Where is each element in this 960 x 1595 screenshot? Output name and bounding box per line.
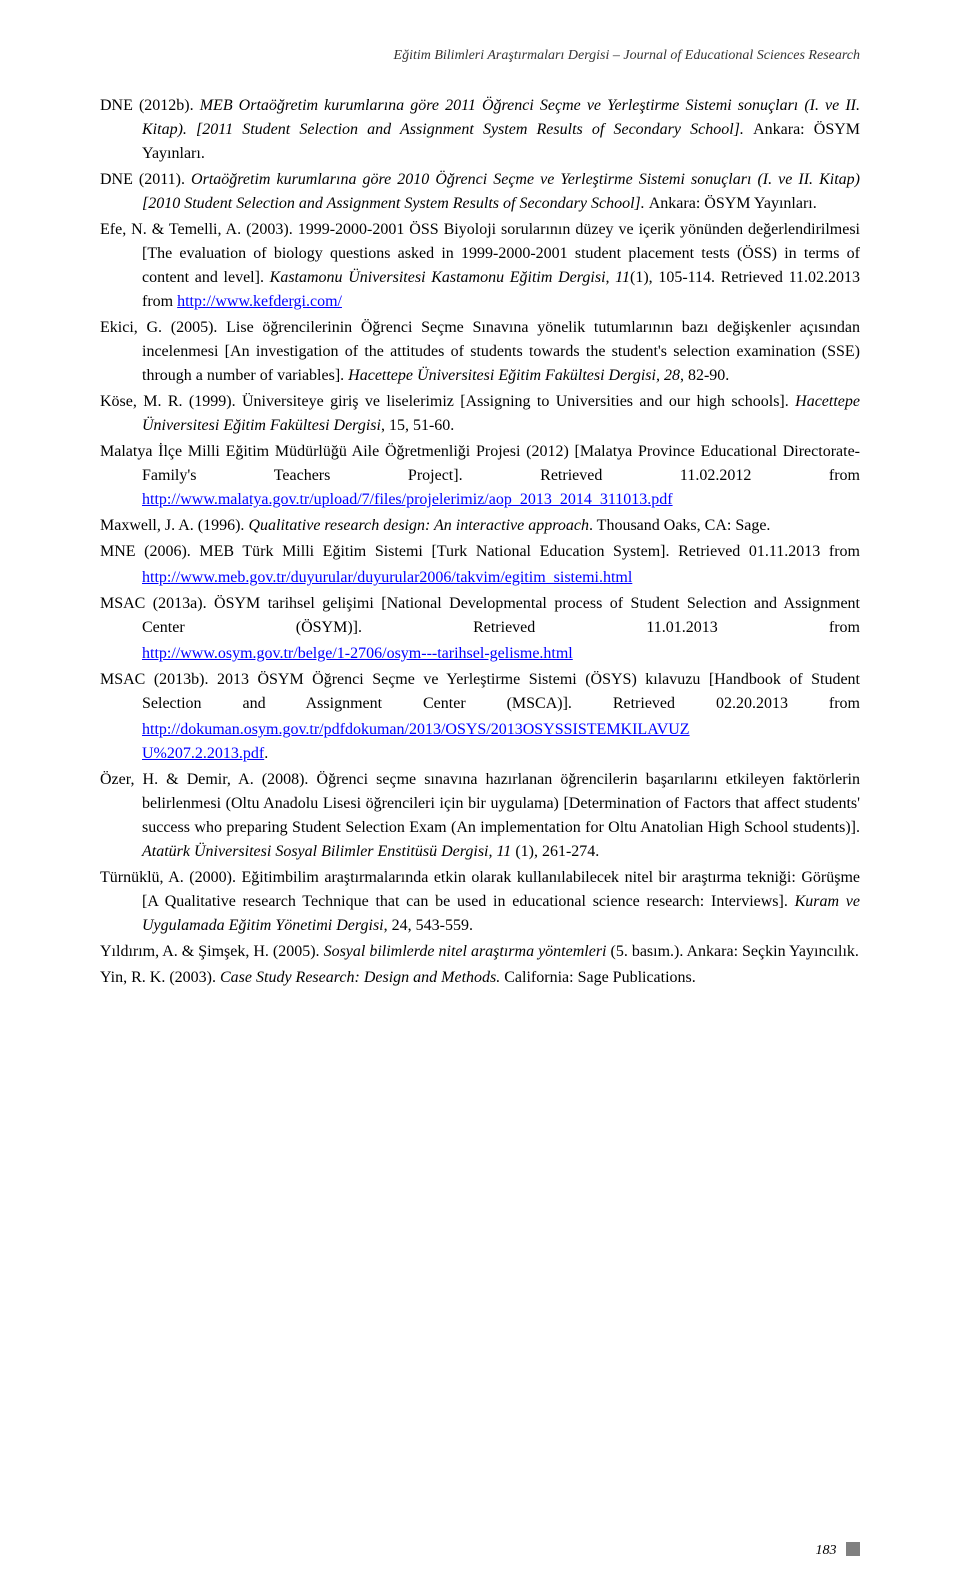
reference-text: Maxwell, J. A. (1996). bbox=[100, 517, 248, 534]
page-number-text: 183 bbox=[816, 1543, 837, 1558]
reference-text: (1), 261-274. bbox=[515, 843, 599, 860]
reference-entry: http://dokuman.osym.gov.tr/pdfdokuman/20… bbox=[100, 718, 860, 766]
reference-text: MSAC (2013a). ÖSYM tarihsel gelişimi [Na… bbox=[100, 595, 860, 636]
reference-entry: Yin, R. K. (2003). Case Study Research: … bbox=[100, 966, 860, 990]
reference-italic: Case Study Research: Design and Methods. bbox=[220, 969, 504, 986]
reference-text: California: Sage Publications. bbox=[504, 969, 696, 986]
reference-text: Köse, M. R. (1999). Üniversiteye giriş v… bbox=[100, 393, 795, 410]
reference-italic: Hacettepe Üniversitesi Eğitim Fakültesi … bbox=[348, 367, 680, 384]
reference-italic: Atatürk Üniversitesi Sosyal Bilimler Ens… bbox=[142, 843, 515, 860]
reference-link[interactable]: http://www.meb.gov.tr/duyurular/duyurula… bbox=[142, 569, 632, 586]
reference-entry: MNE (2006). MEB Türk Milli Eğitim Sistem… bbox=[100, 540, 860, 564]
reference-entry: http://www.meb.gov.tr/duyurular/duyurula… bbox=[100, 566, 860, 590]
reference-text: DNE (2012b). bbox=[100, 97, 200, 114]
reference-entry: Yıldırım, A. & Şimşek, H. (2005). Sosyal… bbox=[100, 940, 860, 964]
reference-entry: Türnüklü, A. (2000). Eğitimbilim araştır… bbox=[100, 866, 860, 938]
reference-text: MSAC (2013b). 2013 ÖSYM Öğrenci Seçme ve… bbox=[100, 671, 860, 712]
reference-entry: DNE (2011). Ortaöğretim kurumlarına göre… bbox=[100, 168, 860, 216]
reference-text: Yin, R. K. (2003). bbox=[100, 969, 220, 986]
reference-entry: Efe, N. & Temelli, A. (2003). 1999-2000-… bbox=[100, 218, 860, 314]
reference-text: Ankara: ÖSYM Yayınları. bbox=[649, 195, 817, 212]
reference-text: , 15, 51-60. bbox=[381, 417, 454, 434]
reference-link[interactable]: http://www.kefdergi.com/ bbox=[177, 293, 342, 310]
reference-entry: MSAC (2013b). 2013 ÖSYM Öğrenci Seçme ve… bbox=[100, 668, 860, 716]
reference-link[interactable]: http://www.osym.gov.tr/belge/1-2706/osym… bbox=[142, 645, 573, 662]
reference-italic: Kastamonu Üniversitesi Kastamonu Eğitim … bbox=[270, 269, 630, 286]
page-number: 183 bbox=[816, 1542, 861, 1559]
journal-title: Eğitim Bilimleri Araştırmaları Dergisi –… bbox=[394, 48, 860, 63]
reference-entry: Köse, M. R. (1999). Üniversiteye giriş v… bbox=[100, 390, 860, 438]
reference-link[interactable]: http://www.malatya.gov.tr/upload/7/files… bbox=[142, 491, 673, 508]
journal-header: Eğitim Bilimleri Araştırmaları Dergisi –… bbox=[100, 48, 860, 64]
reference-entry: MSAC (2013a). ÖSYM tarihsel gelişimi [Na… bbox=[100, 592, 860, 640]
reference-italic: Qualitative research design: An interact… bbox=[248, 517, 589, 534]
reference-entry: Ekici, G. (2005). Lise öğrencilerinin Öğ… bbox=[100, 316, 860, 388]
reference-text: Yıldırım, A. & Şimşek, H. (2005). bbox=[100, 943, 324, 960]
reference-italic: Sosyal bilimlerde nitel araştırma yöntem… bbox=[324, 943, 611, 960]
reference-entry: Malatya İlçe Milli Eğitim Müdürlüğü Aile… bbox=[100, 440, 860, 512]
reference-text: . bbox=[264, 745, 268, 762]
reference-link[interactable]: http://dokuman.osym.gov.tr/pdfdokuman/20… bbox=[142, 721, 690, 738]
reference-text: . Thousand Oaks, CA: Sage. bbox=[589, 517, 770, 534]
reference-entry: Maxwell, J. A. (1996). Qualitative resea… bbox=[100, 514, 860, 538]
reference-text: , 24, 543-559. bbox=[384, 917, 473, 934]
reference-entry: Özer, H. & Demir, A. (2008). Öğrenci seç… bbox=[100, 768, 860, 864]
reference-text: (5. basım.). Ankara: Seçkin Yayıncılık. bbox=[611, 943, 859, 960]
reference-link[interactable]: U%207.2.2013.pdf bbox=[142, 745, 264, 762]
reference-text: Malatya İlçe Milli Eğitim Müdürlüğü Aile… bbox=[100, 443, 860, 484]
reference-text: Türnüklü, A. (2000). Eğitimbilim araştır… bbox=[100, 869, 860, 910]
reference-text: , 82-90. bbox=[680, 367, 729, 384]
reference-text: DNE (2011). bbox=[100, 171, 191, 188]
reference-text: Özer, H. & Demir, A. (2008). Öğrenci seç… bbox=[100, 771, 860, 836]
reference-text: MNE (2006). MEB Türk Milli Eğitim Sistem… bbox=[100, 543, 860, 560]
reference-entry: DNE (2012b). MEB Ortaöğretim kurumlarına… bbox=[100, 94, 860, 166]
reference-entry: http://www.osym.gov.tr/belge/1-2706/osym… bbox=[100, 642, 860, 666]
